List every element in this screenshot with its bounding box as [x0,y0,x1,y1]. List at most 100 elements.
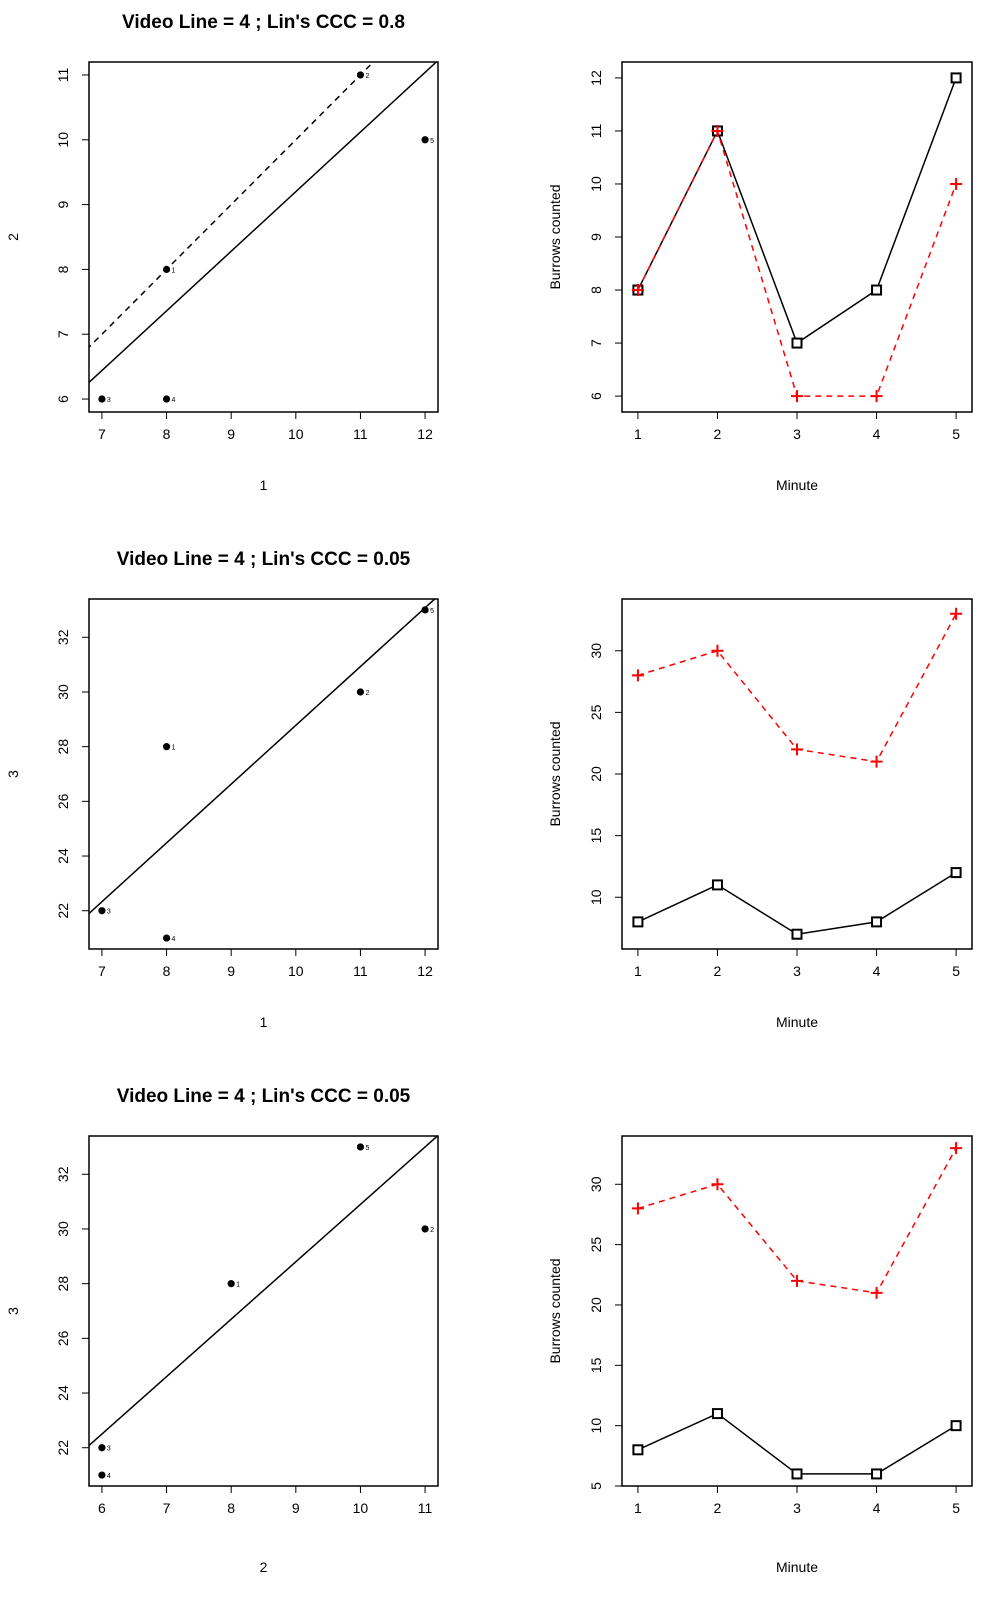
y-tick-label: 24 [55,848,71,864]
plus-marker [791,1274,803,1287]
x-tick-label: 2 [714,426,722,442]
x-tick-label: 11 [353,963,368,979]
y-axis-label: 3 [5,1307,21,1315]
scatter-point [162,743,171,751]
series-a-line [637,1412,957,1475]
y-tick-label: 25 [588,1237,604,1253]
x-tick-label: 9 [227,963,235,979]
x-tick-label: 1 [634,1500,642,1516]
point-label: 2 [365,73,369,80]
y-tick-label: 25 [588,704,604,720]
plus-marker [950,1142,963,1155]
y-tick-label: 20 [588,766,604,782]
y-tick-label: 9 [55,200,71,208]
y-tick-label: 9 [588,233,604,241]
x-tick-label: 11 [418,1500,433,1516]
square-marker [791,1468,803,1480]
point-label: 4 [107,1473,111,1480]
point-label: 5 [365,1145,369,1152]
point-label: 3 [107,1446,111,1453]
square-marker [711,879,723,891]
y-tick-label: 28 [55,739,71,755]
plus-marker [870,390,883,403]
x-tick-label: 12 [417,963,433,979]
y-tick-label: 11 [588,123,604,138]
x-axis-label: 1 [260,477,268,493]
y-tick-label: 32 [55,1166,71,1182]
point-label: 2 [430,1227,434,1234]
series-b-line [637,613,957,763]
point-label: 5 [430,608,434,615]
series-a-line [637,77,957,345]
plot-frame [88,598,439,950]
y-tick-label: 22 [55,1440,71,1456]
x-tick-label: 4 [873,963,881,979]
point-label: 1 [236,1282,240,1289]
square-marker [950,72,962,84]
scatter-point [356,71,365,79]
plot-frame [621,598,973,950]
x-tick-label: 10 [353,1500,369,1516]
scatter-point [356,1143,365,1151]
x-tick-label: 9 [227,426,235,442]
y-tick-label: 10 [588,889,604,905]
scatter-point [98,907,106,915]
fit-line [89,62,438,384]
square-marker [871,284,883,296]
x-tick-label: 1 [634,426,642,442]
x-tick-label: 8 [227,1500,235,1516]
y-tick-label: 30 [588,643,604,659]
y-tick-label: 30 [588,1176,604,1192]
point-label: 5 [430,138,434,145]
y-tick-label: 6 [55,395,71,403]
plus-marker [711,124,724,137]
plot-frame [621,61,973,413]
chart-title: Video Line = 4 ; Lin's CCC = 0.05 [117,549,411,570]
chart-panel-6: 1 2 3 4 5 5 10 15 20 25 30 Minute Burrows counted [547,1135,973,1575]
x-tick-label: 2 [714,963,722,979]
plus-marker [711,1178,724,1191]
point-label: 3 [107,397,111,404]
y-tick-label: 26 [55,793,71,809]
x-tick-label: 1 [634,963,642,979]
x-tick-label: 3 [793,426,801,442]
identity-line [89,62,375,349]
plus-marker [950,177,963,190]
point-label: 3 [107,909,111,916]
plot-frame [88,61,439,413]
point-label: 2 [365,690,369,697]
x-axis-label: 1 [260,1014,268,1030]
x-tick-label: 11 [353,426,368,442]
plus-marker [631,1202,644,1215]
x-tick-label: 2 [714,1500,722,1516]
plus-marker [631,284,644,297]
chart-panel-4: 1 2 3 4 5 10 15 20 25 30 Minute Burrows counted [547,598,973,1030]
x-tick-label: 3 [793,1500,801,1516]
y-axis-label: 2 [5,233,21,241]
square-marker [950,867,962,879]
scatter-point [421,1225,429,1233]
y-axis-label: Burrows counted [547,721,563,826]
y-tick-label: 7 [55,330,71,338]
y-tick-label: 5 [588,1482,604,1490]
square-marker [950,1420,962,1432]
y-tick-label: 22 [55,903,71,919]
y-axis-label: Burrows counted [547,1258,563,1363]
x-tick-label: 3 [793,963,801,979]
scatter-point [421,606,429,614]
y-tick-label: 10 [55,132,71,148]
point-label: 1 [172,745,176,752]
y-tick-label: 30 [55,1221,71,1237]
square-marker [632,1444,644,1456]
series-b-line [637,1147,957,1294]
square-marker [711,1408,723,1420]
y-tick-label: 24 [55,1385,71,1401]
scatter-point [162,265,171,274]
chart-title: Video Line = 4 ; Lin's CCC = 0.8 [122,12,405,33]
y-tick-label: 11 [55,67,71,82]
chart-title: Video Line = 4 ; Lin's CCC = 0.05 [117,1086,411,1107]
square-marker [791,337,803,349]
y-axis-label: Burrows counted [547,184,563,289]
x-tick-label: 5 [952,1500,960,1516]
plus-marker [631,669,644,682]
